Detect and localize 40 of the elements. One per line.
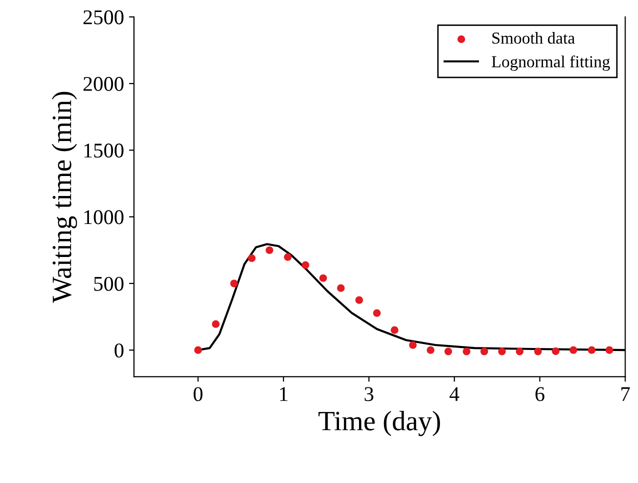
- point: [390, 326, 398, 334]
- point: [302, 261, 310, 269]
- point: [552, 347, 560, 355]
- point: [337, 284, 345, 292]
- point: [444, 348, 452, 356]
- x-tick-label: 7: [621, 387, 630, 401]
- x-tick-label: 6: [535, 387, 544, 402]
- x-tick-label: 0: [194, 387, 202, 402]
- point: [426, 346, 434, 354]
- point: [516, 348, 524, 356]
- point: [355, 296, 363, 304]
- y-tick-label: 1500: [84, 144, 124, 158]
- point: [194, 346, 202, 354]
- x-tick-label: 4: [450, 387, 460, 401]
- legend-label: Smooth data: [492, 32, 575, 44]
- point: [212, 320, 220, 328]
- point: [570, 346, 578, 354]
- point: [319, 274, 327, 282]
- x-axis-title: Time (day): [318, 410, 440, 436]
- point: [588, 346, 596, 354]
- y-axis-title: Waiting time (min): [52, 92, 78, 303]
- point: [498, 348, 506, 356]
- x-tick-label: 3: [364, 387, 374, 402]
- y-tick-label: 1000: [84, 210, 124, 224]
- point: [266, 246, 274, 254]
- y-tick-label: 2000: [84, 76, 124, 91]
- point: [462, 348, 470, 356]
- point: [373, 309, 381, 317]
- point: [230, 280, 238, 288]
- y-tick-label: 500: [94, 276, 124, 291]
- point: [534, 348, 542, 356]
- point: [480, 348, 488, 356]
- legend-label: Lognormal fitting: [492, 55, 610, 71]
- point: [606, 346, 614, 354]
- x-tick-label: 1: [280, 387, 288, 401]
- y-tick-label: 2500: [84, 10, 124, 24]
- point: [284, 253, 292, 261]
- point: [409, 341, 417, 349]
- point: [248, 254, 256, 262]
- y-tick-label: 0: [114, 343, 124, 358]
